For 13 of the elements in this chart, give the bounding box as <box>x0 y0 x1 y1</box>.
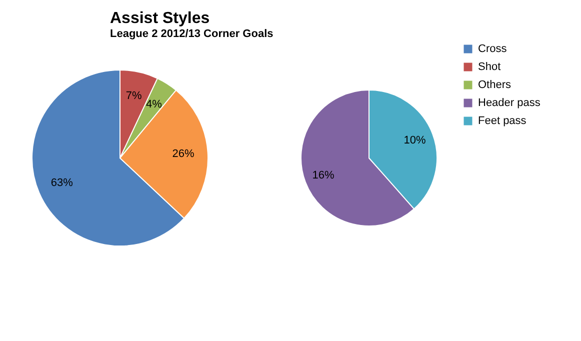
data-label: 4% <box>146 98 162 111</box>
data-label: 63% <box>50 177 74 190</box>
data-label: 10% <box>404 134 426 147</box>
legend-label: Feet pass <box>478 115 527 127</box>
legend-label: Shot <box>478 61 501 73</box>
chart-title: Assist Styles <box>110 10 210 27</box>
data-label: 26% <box>172 148 194 160</box>
legend-label: Header pass <box>478 97 541 109</box>
legend-label: Cross <box>478 43 508 55</box>
data-label: 16% <box>312 169 334 182</box>
chart-subtitle: League 2 2012/13 Corner Goals <box>110 28 274 40</box>
legend-label: Others <box>478 79 512 91</box>
data-label: 7% <box>126 90 142 102</box>
